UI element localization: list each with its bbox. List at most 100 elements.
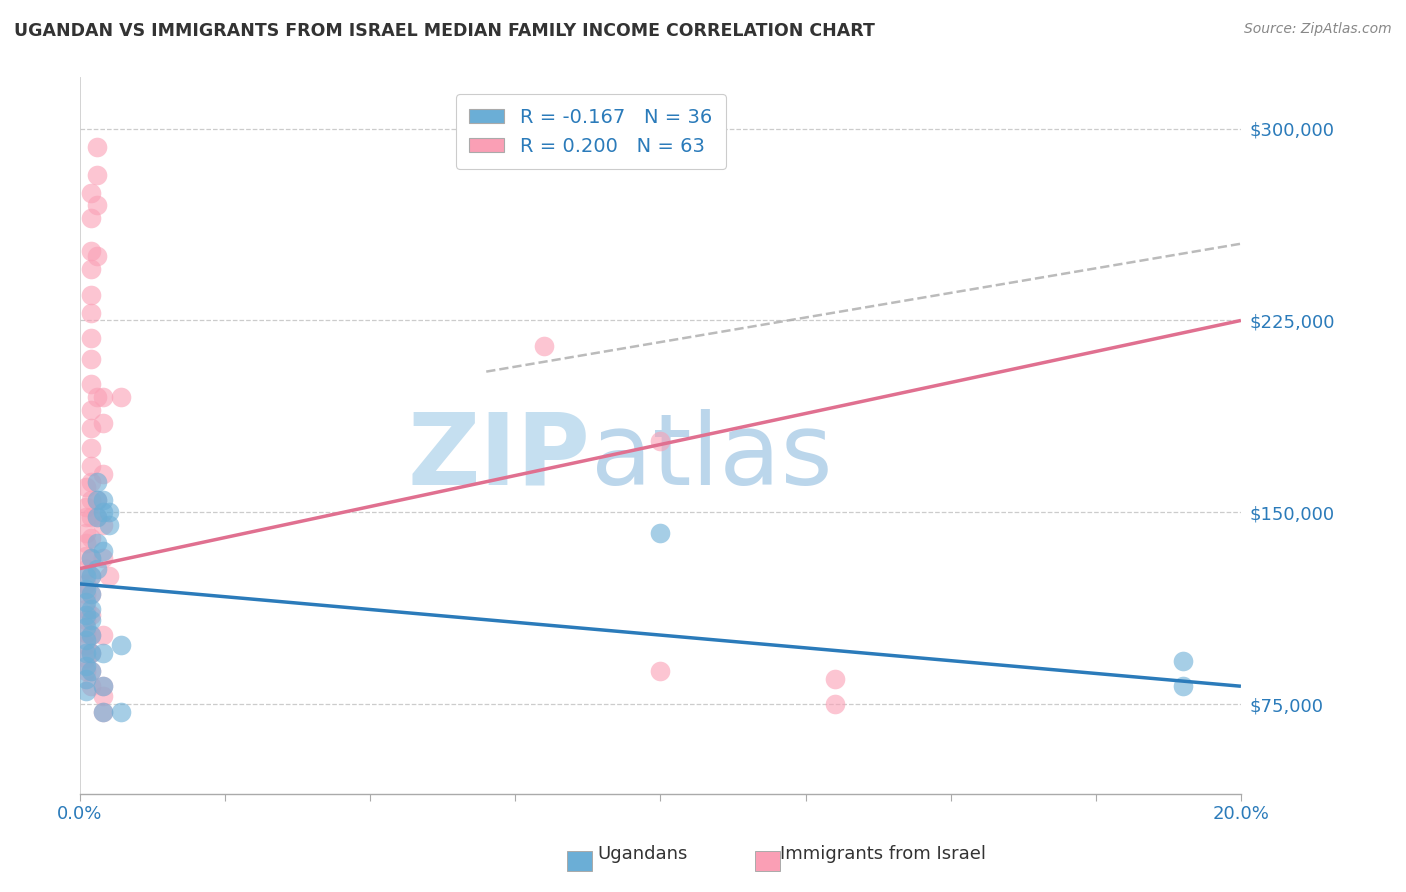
Point xyxy=(97,569,120,583)
Point xyxy=(80,421,103,435)
Point xyxy=(80,403,103,417)
Point xyxy=(75,607,97,622)
Point xyxy=(80,646,103,660)
Point xyxy=(80,351,103,366)
Point xyxy=(86,250,108,264)
Point xyxy=(86,510,108,524)
Point xyxy=(80,531,103,545)
Point xyxy=(110,390,132,404)
Point xyxy=(1171,654,1194,668)
Point xyxy=(80,211,103,226)
Point xyxy=(75,587,97,601)
Point xyxy=(75,638,97,652)
Point xyxy=(75,664,97,678)
Point xyxy=(80,569,103,583)
Point xyxy=(91,628,114,642)
Point xyxy=(75,625,97,640)
Point xyxy=(75,595,97,609)
Point xyxy=(91,518,114,533)
Point xyxy=(80,306,103,320)
Point xyxy=(91,543,114,558)
Point xyxy=(824,672,846,686)
Point xyxy=(75,500,97,515)
Point xyxy=(91,390,114,404)
Point xyxy=(80,492,103,507)
Legend: R = -0.167   N = 36, R = 0.200   N = 63: R = -0.167 N = 36, R = 0.200 N = 63 xyxy=(456,95,725,169)
Point xyxy=(75,536,97,550)
Point xyxy=(80,262,103,277)
Point xyxy=(75,549,97,563)
Point xyxy=(80,628,103,642)
Point xyxy=(80,288,103,302)
Point xyxy=(80,664,103,678)
Point xyxy=(91,416,114,430)
Point xyxy=(86,536,108,550)
Point xyxy=(80,664,103,678)
Point xyxy=(86,492,108,507)
Text: Source: ZipAtlas.com: Source: ZipAtlas.com xyxy=(1244,22,1392,37)
Point xyxy=(110,705,132,719)
Point xyxy=(80,459,103,474)
Point xyxy=(86,168,108,182)
Point xyxy=(75,602,97,616)
Point xyxy=(75,480,97,494)
FancyBboxPatch shape xyxy=(567,851,592,871)
Point xyxy=(75,620,97,634)
Point xyxy=(75,684,97,698)
Point xyxy=(91,690,114,704)
Point xyxy=(86,475,108,489)
Point xyxy=(80,510,103,524)
Text: Ugandans: Ugandans xyxy=(598,846,688,863)
Text: UGANDAN VS IMMIGRANTS FROM ISRAEL MEDIAN FAMILY INCOME CORRELATION CHART: UGANDAN VS IMMIGRANTS FROM ISRAEL MEDIAN… xyxy=(14,22,875,40)
Point xyxy=(80,475,103,489)
Point xyxy=(80,602,103,616)
Point xyxy=(97,518,120,533)
Point xyxy=(80,646,103,660)
Point xyxy=(80,569,103,583)
Point xyxy=(533,339,555,353)
Point xyxy=(1171,679,1194,693)
Point xyxy=(75,577,97,591)
Point xyxy=(86,561,108,575)
Point xyxy=(75,613,97,627)
Point xyxy=(75,510,97,524)
Point xyxy=(91,705,114,719)
Point xyxy=(75,582,97,596)
Point xyxy=(80,551,103,566)
Text: atlas: atlas xyxy=(591,409,832,506)
Text: Immigrants from Israel: Immigrants from Israel xyxy=(780,846,987,863)
Point xyxy=(86,390,108,404)
Point xyxy=(80,613,103,627)
Point xyxy=(80,442,103,456)
Point xyxy=(86,198,108,212)
Point xyxy=(75,651,97,665)
Point xyxy=(80,607,103,622)
Point xyxy=(75,569,97,583)
Point xyxy=(91,551,114,566)
Point xyxy=(75,633,97,648)
Point xyxy=(80,244,103,259)
Point xyxy=(91,646,114,660)
Point xyxy=(86,492,108,507)
Point xyxy=(650,525,672,540)
Point xyxy=(650,434,672,448)
Point xyxy=(75,561,97,575)
Point xyxy=(75,658,97,673)
Point xyxy=(110,638,132,652)
Point xyxy=(91,679,114,693)
Point xyxy=(824,697,846,711)
FancyBboxPatch shape xyxy=(755,851,780,871)
Point xyxy=(80,551,103,566)
Point xyxy=(650,664,672,678)
Point xyxy=(75,672,97,686)
Point xyxy=(80,377,103,392)
Point xyxy=(80,587,103,601)
Point xyxy=(80,628,103,642)
Point xyxy=(91,679,114,693)
Point xyxy=(75,646,97,660)
Point xyxy=(91,505,114,519)
Point xyxy=(86,139,108,153)
Point xyxy=(80,587,103,601)
Point xyxy=(80,331,103,345)
Point xyxy=(91,492,114,507)
